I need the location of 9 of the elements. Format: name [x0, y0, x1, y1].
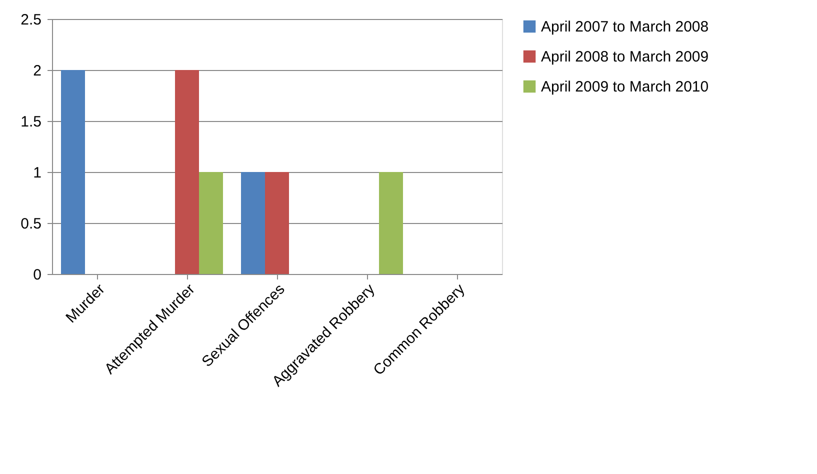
y-tick-label: 0	[33, 266, 42, 284]
legend-label: April 2007 to March 2008	[541, 18, 709, 36]
legend-label: April 2009 to March 2010	[541, 78, 709, 96]
y-tick-label: 2	[33, 62, 42, 80]
y-tick-label: 1.5	[20, 114, 42, 130]
legend-label: April 2008 to March 2009	[541, 48, 709, 66]
y-tick-label: 2.5	[20, 12, 42, 28]
y-tick-label: 0.5	[20, 216, 42, 232]
y-tick-label: 1	[33, 164, 42, 182]
